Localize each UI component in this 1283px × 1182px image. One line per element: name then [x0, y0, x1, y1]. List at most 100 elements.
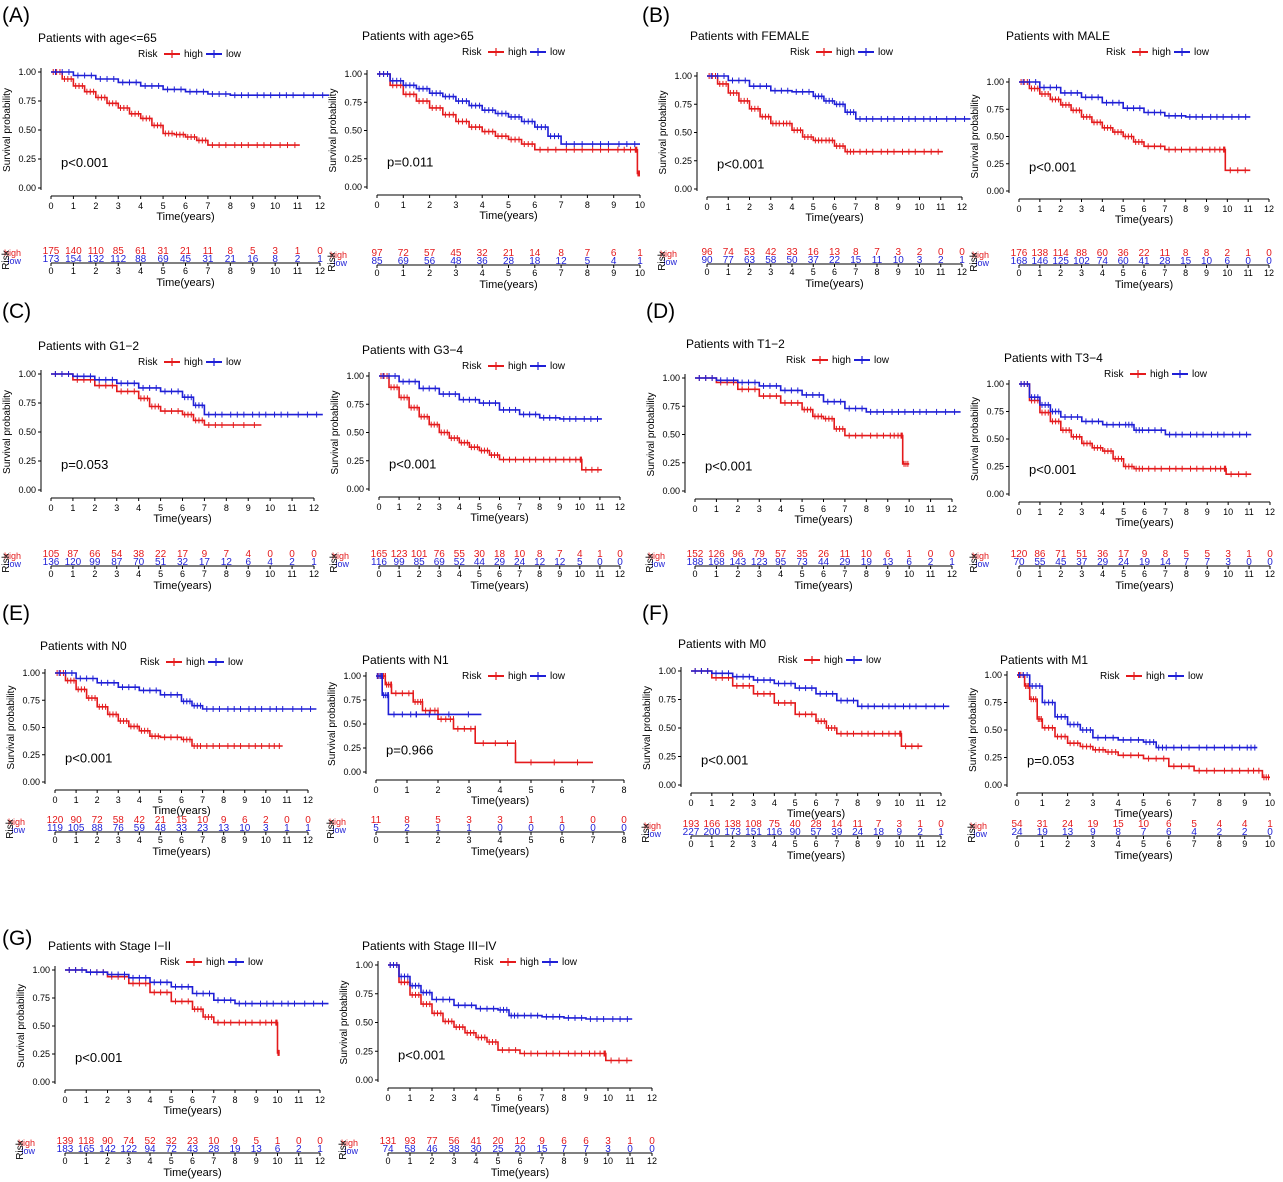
- y-tick-label: 0.00: [18, 485, 36, 495]
- risk-tick-label: 7: [211, 1156, 216, 1166]
- risk-count-high: 5: [435, 815, 441, 826]
- risk-count-high: 52: [144, 1136, 156, 1147]
- y-axis-label: Survival probability: [16, 984, 27, 1068]
- risk-count-low: 6: [245, 557, 251, 568]
- x-tick-label: 5: [793, 798, 798, 808]
- risk-count-high: 11: [1160, 248, 1171, 259]
- risk-tick-label: 10: [265, 569, 275, 579]
- panel-title: Patients with M0: [678, 637, 766, 651]
- risk-count-high: 10: [1138, 819, 1150, 830]
- risk-count-low: 6: [275, 1144, 281, 1155]
- legend-title: Risk: [778, 655, 798, 666]
- risk-tick-label: 0: [52, 835, 57, 845]
- risk-row-low-label: low: [7, 559, 21, 569]
- risk-tick-label: 5: [495, 1156, 500, 1166]
- y-tick-label: 1.00: [986, 77, 1004, 87]
- risk-table-label: Risk: [329, 552, 340, 572]
- km-curve-low: [51, 71, 329, 96]
- x-tick-label: 9: [876, 798, 881, 808]
- risk-tick-label: 10: [272, 1156, 282, 1166]
- risk-count-low: 50: [786, 255, 798, 266]
- x-tick-label: 2: [1065, 798, 1070, 808]
- risk-count-high: 14: [831, 819, 843, 830]
- risk-count-low: 10: [893, 255, 905, 266]
- risk-count-low: 19: [1037, 827, 1049, 838]
- risk-count-high: 1: [528, 815, 534, 826]
- risk-count-high: 88: [1076, 248, 1088, 259]
- risk-tick-label: 10: [1222, 268, 1232, 278]
- x-tick-label: 3: [116, 795, 121, 805]
- y-axis-label: Survival probability: [339, 981, 350, 1065]
- risk-count-low: 73: [797, 557, 809, 568]
- x-tick-label: 2: [429, 1093, 434, 1103]
- risk-count-low: 1: [317, 254, 323, 265]
- risk-tick-label: 12: [309, 569, 319, 579]
- risk-count-high: 77: [426, 1136, 438, 1147]
- risk-count-low: 10: [1201, 256, 1213, 267]
- x-tick-label: 7: [517, 502, 522, 512]
- risk-count-low: 52: [454, 557, 466, 568]
- risk-count-high: 54: [111, 549, 123, 560]
- y-tick-label: 0.50: [18, 125, 36, 135]
- x-tick-label: 2: [93, 201, 98, 211]
- risk-count-low: 72: [166, 1144, 178, 1155]
- risk-count-low: 69: [434, 557, 446, 568]
- x-tick-label: 4: [480, 200, 485, 210]
- risk-count-low: 19: [1139, 557, 1151, 568]
- x-tick-label: 8: [1217, 798, 1222, 808]
- panel-letter: (B): [642, 4, 670, 27]
- risk-count-low: 58: [404, 1144, 416, 1155]
- x-tick-label: 9: [250, 201, 255, 211]
- risk-count-low: 29: [494, 557, 506, 568]
- x-tick-label: 1: [407, 1093, 412, 1103]
- x-tick-label: 3: [126, 1095, 131, 1105]
- risk-tick-label: 4: [497, 835, 502, 845]
- x-tick-label: 11: [287, 503, 296, 513]
- x-tick-label: 10: [272, 1095, 282, 1105]
- x-tick-label: 8: [855, 798, 860, 808]
- legend-high-label: high: [836, 47, 855, 58]
- x-tick-label: 6: [559, 785, 564, 795]
- panel-letter: (G): [2, 927, 32, 950]
- legend-low-label: low: [248, 957, 264, 968]
- x-tick-label: 11: [1243, 204, 1252, 214]
- risk-tick-label: 7: [205, 266, 210, 276]
- risk-count-high: 1: [559, 815, 565, 826]
- legend-high-label: high: [1146, 671, 1165, 682]
- risk-tick-label: 6: [497, 569, 502, 579]
- x-tick-label: 4: [772, 798, 777, 808]
- p-value: p<0.001: [717, 157, 764, 172]
- risk-count-low: 44: [474, 557, 486, 568]
- risk-count-high: 17: [177, 549, 189, 560]
- y-tick-label: 0.25: [662, 458, 680, 468]
- x-tick-label: 6: [179, 795, 184, 805]
- y-tick-label: 0.00: [662, 486, 680, 496]
- y-tick-label: 0.25: [18, 154, 36, 164]
- x-tick-label: 6: [532, 200, 537, 210]
- x-tick-label: 1: [709, 798, 714, 808]
- risk-count-low: 0: [1246, 557, 1252, 568]
- risk-tick-label: 5: [811, 267, 816, 277]
- risk-table-label: Risk: [5, 818, 16, 838]
- legend-high-label: high: [186, 657, 205, 668]
- risk-tick-label: 1: [401, 268, 406, 278]
- risk-count-high: 28: [810, 819, 822, 830]
- y-tick-label: 0.25: [984, 753, 1002, 763]
- risk-count-low: 58: [765, 255, 777, 266]
- risk-count-low: 2: [1217, 827, 1223, 838]
- risk-count-low: 28: [208, 1144, 220, 1155]
- risk-count-high: 0: [959, 247, 965, 258]
- risk-count-high: 0: [1267, 549, 1273, 560]
- risk-tick-label: 3: [757, 569, 762, 579]
- risk-count-high: 131: [380, 1136, 397, 1147]
- risk-count-low: 143: [729, 557, 746, 568]
- risk-count-high: 105: [43, 549, 60, 560]
- y-tick-label: 0.75: [343, 695, 361, 705]
- risk-count-low: 9: [897, 827, 903, 838]
- risk-count-low: 16: [247, 254, 259, 265]
- x-tick-label: 1: [71, 201, 76, 211]
- risk-count-low: 13: [218, 823, 230, 834]
- p-value: p<0.001: [701, 752, 748, 767]
- y-tick-label: 0.00: [22, 777, 40, 787]
